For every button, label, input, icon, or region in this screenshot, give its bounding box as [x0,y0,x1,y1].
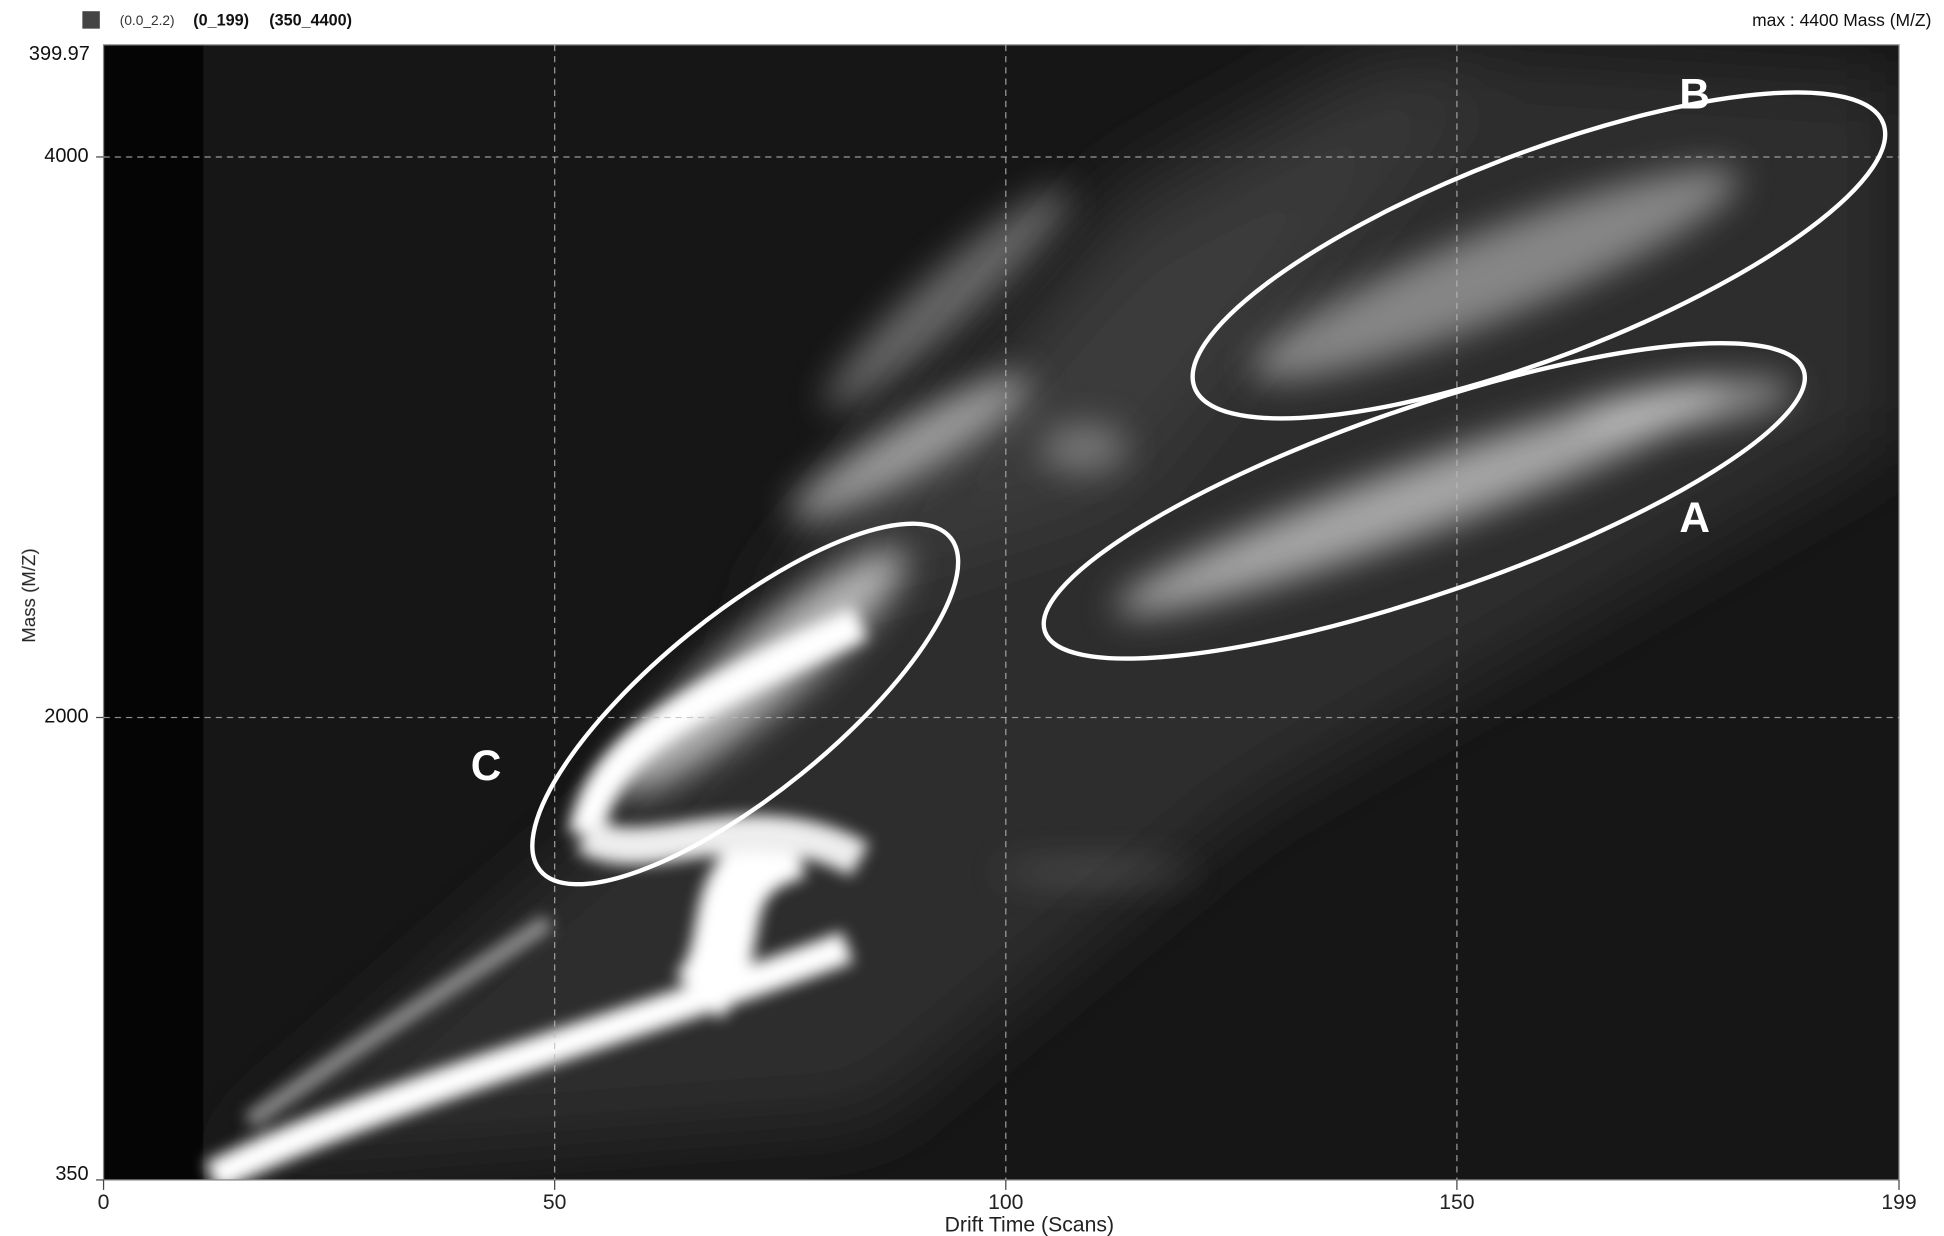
y-axis-label: Mass (M/Z) [18,548,39,642]
header-range: (0.0_2.2) [120,13,175,28]
x-tick-label: 50 [543,1191,567,1214]
x-tick-label: 199 [1881,1191,1916,1214]
heatmap-background [103,44,204,1180]
x-tick-label: 150 [1439,1191,1474,1214]
x-tick-label: 100 [988,1191,1023,1214]
annotation-ellipse [1041,341,1808,661]
y-tick-label: 350 [55,1163,88,1185]
x-tick-label: 0 [98,1191,110,1214]
header-max: max : 4400 Mass (M/Z) [1752,10,1931,30]
y-top-label: 399.97 [29,43,90,65]
y-tick-label: 2000 [44,706,88,728]
annotation-ellipse [1190,90,1888,421]
annotation-label: C [471,742,502,789]
legend-swatch [82,11,100,29]
annotation-ellipse [530,521,961,887]
annotation-label: B [1679,70,1710,117]
header-range: (350_4400) [269,11,352,29]
intensity-blob [204,607,869,1180]
plot-frame [102,44,1900,1181]
x-axis-label: Drift Time (Scans) [945,1214,1114,1236]
heatmap [103,44,1899,1180]
haze [211,49,1899,1172]
header-range: (0_199) [193,11,249,29]
y-tick-label: 4000 [44,145,88,167]
annotation-label: A [1679,494,1710,541]
